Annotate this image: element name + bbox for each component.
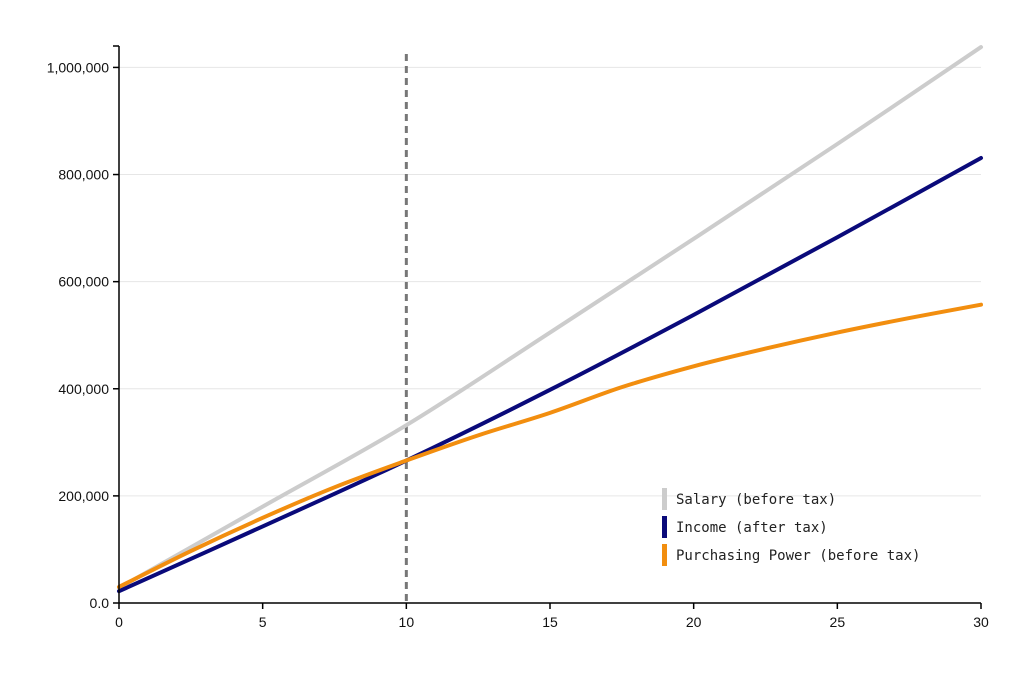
legend: Salary (before tax) Income (after tax) Pur… <box>662 488 920 566</box>
legend-item-purchasing-power-label: Purchasing Power (before tax) <box>676 548 920 564</box>
legend-item-salary-swatch <box>662 488 667 510</box>
legend-item-salary-label: Salary (before tax) <box>676 492 836 508</box>
x-tick-label: 30 <box>973 614 989 630</box>
legend-item-purchasing-power-swatch <box>662 544 667 566</box>
y-tick-label: 800,000 <box>58 167 109 183</box>
y-tick-label: 600,000 <box>58 274 109 290</box>
x-tick-label: 20 <box>686 614 702 630</box>
legend-item-income-label: Income (after tax) <box>676 520 828 536</box>
x-tick-label: 10 <box>399 614 415 630</box>
y-tick-label: 400,000 <box>58 381 109 397</box>
series-lines <box>117 45 983 594</box>
series-line-purchasing-power <box>117 302 983 589</box>
legend-item-income-swatch <box>662 516 667 538</box>
gridlines <box>119 66 981 497</box>
x-tick-label: 15 <box>542 614 558 630</box>
x-tick-label: 5 <box>259 614 267 630</box>
series-line-income <box>117 155 983 594</box>
x-tick-label: 0 <box>115 614 123 630</box>
axes: 0.0 200,000 400,000 600,000 800,000 1,000,000… <box>47 45 989 630</box>
x-tick-label: 25 <box>830 614 846 630</box>
y-tick-label: 0.0 <box>90 595 110 611</box>
y-tick-label: 200,000 <box>58 488 109 504</box>
series-line-salary <box>117 45 983 590</box>
y-tick-label: 1,000,000 <box>47 59 109 75</box>
